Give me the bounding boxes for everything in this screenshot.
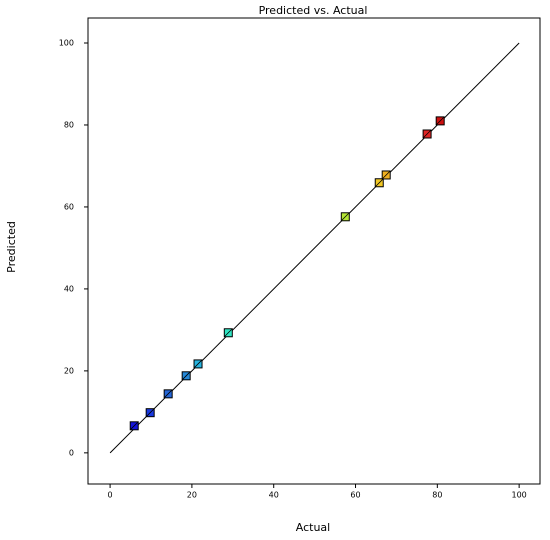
point xyxy=(181,371,191,381)
x-tick-label: 100 xyxy=(511,491,526,500)
point xyxy=(340,212,350,222)
point xyxy=(422,129,432,139)
point xyxy=(223,328,233,338)
y-tick-label: 80 xyxy=(64,120,74,129)
point xyxy=(145,408,155,418)
x-tick-label: 80 xyxy=(432,491,442,500)
point xyxy=(435,116,445,126)
y-tick-label: 40 xyxy=(64,284,74,293)
y-tick-label: 20 xyxy=(64,366,74,375)
x-tick-label: 20 xyxy=(187,491,197,500)
y-tick-label: 60 xyxy=(64,202,74,211)
y-tick-label: 0 xyxy=(69,448,74,457)
x-tick-label: 40 xyxy=(269,491,279,500)
point xyxy=(129,421,139,431)
point xyxy=(381,170,391,180)
point xyxy=(193,359,203,369)
x-axis-label: Actual xyxy=(296,521,330,534)
x-tick-label: 0 xyxy=(108,491,113,500)
point xyxy=(163,389,173,399)
point xyxy=(374,178,384,188)
chart-title: Predicted vs. Actual xyxy=(259,4,368,17)
x-tick-label: 60 xyxy=(350,491,360,500)
plot-frame xyxy=(87,17,541,485)
reference-line xyxy=(109,42,520,454)
y-tick-label: 100 xyxy=(59,39,74,48)
y-axis-label: Predicted xyxy=(5,221,18,273)
